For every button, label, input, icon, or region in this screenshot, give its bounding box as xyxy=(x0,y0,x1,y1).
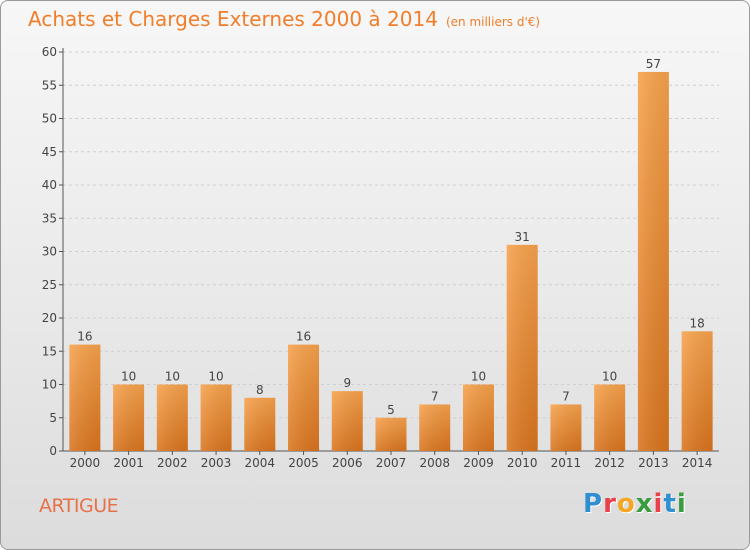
data-label: 5 xyxy=(387,403,395,417)
y-tick-label: 35 xyxy=(42,211,57,225)
data-label: 7 xyxy=(431,389,439,403)
bar-shade xyxy=(681,331,713,451)
x-tick-label: 2010 xyxy=(507,456,538,470)
y-tick-label: 55 xyxy=(42,78,57,92)
logo-letter: P xyxy=(583,489,604,519)
data-label: 57 xyxy=(646,57,661,71)
chart-subtitle: (en milliers d'€) xyxy=(445,15,541,29)
bar-shade xyxy=(113,384,145,451)
bar-shade xyxy=(637,71,669,451)
bar-shade xyxy=(69,344,101,451)
data-label: 18 xyxy=(689,316,704,330)
y-tick-label: 15 xyxy=(42,344,57,358)
y-tick-label: 50 xyxy=(42,112,57,126)
bar-shade xyxy=(375,417,407,451)
data-label: 8 xyxy=(256,383,264,397)
bar-shade xyxy=(200,384,232,451)
y-tick-label: 0 xyxy=(49,444,57,458)
x-tick-label: 2009 xyxy=(463,456,494,470)
gridlines xyxy=(63,51,719,419)
logo-letter: x xyxy=(635,489,654,519)
x-tick-label: 2012 xyxy=(594,456,625,470)
bar-shade xyxy=(331,391,363,451)
y-tick-label: 60 xyxy=(42,45,57,59)
x-tick-label: 2011 xyxy=(551,456,582,470)
x-tick-label: 2005 xyxy=(288,456,319,470)
bar-shade xyxy=(244,397,276,451)
data-label: 7 xyxy=(562,389,570,403)
data-label: 10 xyxy=(165,370,180,384)
x-tick-label: 2000 xyxy=(70,456,101,470)
bar-shade xyxy=(594,384,626,451)
logo-letter: i xyxy=(676,489,687,519)
bar-shade xyxy=(550,404,582,451)
x-tick-label: 2006 xyxy=(332,456,363,470)
bars xyxy=(69,71,713,451)
bar-shade xyxy=(156,384,188,451)
data-label: 9 xyxy=(343,376,351,390)
y-tick-label: 20 xyxy=(42,311,57,325)
x-tick-label: 2004 xyxy=(245,456,276,470)
y-tick-label: 45 xyxy=(42,145,57,159)
commune-name: ARTIGUE xyxy=(39,495,119,517)
x-tick-label: 2013 xyxy=(638,456,669,470)
bar-shade xyxy=(288,344,320,451)
y-tick-label: 10 xyxy=(42,378,57,392)
y-tick-label: 30 xyxy=(42,245,57,259)
logo-letter: o xyxy=(616,489,636,519)
chart-title: Achats et Charges Externes 2000 à 2014 (e… xyxy=(28,7,540,31)
data-label: 10 xyxy=(471,370,486,384)
data-label: 16 xyxy=(77,330,92,344)
bar-shade xyxy=(462,384,494,451)
bar-shade xyxy=(506,244,538,451)
data-label: 10 xyxy=(121,370,136,384)
logo-letter: i xyxy=(653,489,664,519)
logo-letter: r xyxy=(603,489,617,519)
x-tick-label: 2008 xyxy=(419,456,450,470)
data-label: 10 xyxy=(208,370,223,384)
x-tick-label: 2003 xyxy=(201,456,232,470)
y-tick-label: 5 xyxy=(49,411,57,425)
proxiti-logo[interactable]: Proxiti xyxy=(583,489,687,519)
y-tick-label: 40 xyxy=(42,178,57,192)
data-label: 16 xyxy=(296,330,311,344)
x-tick-label: 2001 xyxy=(113,456,144,470)
data-label: 31 xyxy=(515,230,530,244)
labels: 0 5 10 15 20 25 30 35 40 45 50 55 60 16 2000 10 2001 10 20… xyxy=(42,45,713,470)
x-tick-label: 2014 xyxy=(682,456,713,470)
logo-letter: t xyxy=(663,489,677,519)
x-tick-label: 2007 xyxy=(376,456,407,470)
y-tick-label: 25 xyxy=(42,278,57,292)
data-label: 10 xyxy=(602,370,617,384)
x-tick-label: 2002 xyxy=(157,456,188,470)
bar-shade xyxy=(419,404,451,451)
chart-title-text: Achats et Charges Externes 2000 à 2014 xyxy=(28,7,438,31)
